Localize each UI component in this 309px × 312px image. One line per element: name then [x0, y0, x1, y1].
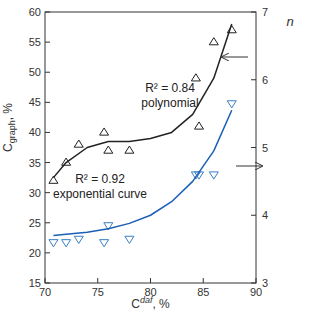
y-tick-label: 35: [29, 157, 41, 169]
x-axis-label: Cdaf, %: [131, 295, 170, 311]
y-label-sub: graph: [7, 120, 17, 143]
y2-axis-label: n: [286, 14, 293, 29]
arrow-right: [236, 166, 262, 167]
curve-name: polynomial: [141, 96, 198, 110]
y-tick: [45, 252, 50, 253]
frame: [45, 12, 256, 283]
data-point: [62, 240, 71, 247]
data-point: [100, 240, 109, 247]
data-point: [100, 128, 109, 135]
x-label-tail: , %: [152, 297, 170, 311]
y-tick-label: 55: [29, 36, 41, 48]
chart: 70758085901520253035404550556034567Cdaf,…: [0, 0, 309, 312]
data-point: [191, 74, 200, 81]
y-tick-label: 45: [29, 96, 41, 108]
x-tick-label: 75: [92, 286, 104, 298]
y-tick-label: 25: [29, 217, 41, 229]
annotation: R² = 0.84: [145, 81, 195, 95]
x-tick: [45, 278, 46, 283]
y-tick: [45, 162, 50, 163]
data-point: [104, 146, 113, 153]
plot-marks: [49, 24, 236, 247]
fit-curve: [53, 110, 231, 235]
y2-tick: [251, 12, 256, 13]
y-tick-label: 40: [29, 126, 41, 138]
x-label-base: C: [131, 297, 140, 311]
y2-tick: [251, 147, 256, 148]
y2-tick-label: 4: [262, 209, 268, 221]
x-tick-label: 90: [250, 286, 262, 298]
y-tick: [45, 222, 50, 223]
curve-name: exponential curve: [53, 187, 147, 201]
data-point: [209, 38, 218, 45]
annotation: R² = 0.92: [75, 172, 125, 186]
y2-tick-label: 6: [262, 74, 268, 86]
y-tick-label: 50: [29, 66, 41, 78]
y-tick: [45, 283, 50, 284]
data-point: [49, 240, 58, 247]
y-label-tail: , %: [1, 103, 15, 121]
x-tick: [150, 278, 151, 283]
y2-tick: [251, 283, 256, 284]
y-tick: [45, 72, 50, 73]
arrow-left: [222, 57, 248, 58]
y-tick-label: 15: [29, 277, 41, 289]
y-axis-label: Cgraph, %: [1, 103, 17, 152]
y2-tick: [251, 215, 256, 216]
x-tick: [97, 278, 98, 283]
y-label-base: C: [1, 143, 15, 152]
y2-tick-label: 7: [262, 6, 268, 18]
data-point: [125, 146, 134, 153]
fit-curve: [53, 24, 231, 178]
y-tick: [45, 192, 50, 193]
y-tick: [45, 132, 50, 133]
data-point: [74, 236, 83, 243]
data-point: [125, 236, 134, 243]
y-tick: [45, 102, 50, 103]
data-point: [195, 122, 204, 129]
y2-tick-label: 5: [262, 142, 268, 154]
x-tick: [256, 278, 257, 283]
data-point: [209, 172, 218, 179]
data-point: [74, 140, 83, 147]
x-tick: [203, 278, 204, 283]
y-tick-label: 30: [29, 187, 41, 199]
y-tick: [45, 42, 50, 43]
y2-tick-label: 3: [262, 277, 268, 289]
y-tick: [45, 12, 50, 13]
x-tick-label: 85: [197, 286, 209, 298]
y2-tick: [251, 79, 256, 80]
data-point: [227, 101, 236, 108]
y-tick-label: 60: [29, 6, 41, 18]
y-tick-label: 20: [29, 247, 41, 259]
